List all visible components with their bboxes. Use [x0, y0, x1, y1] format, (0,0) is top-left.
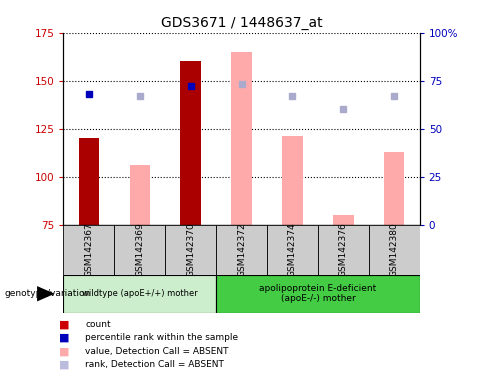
Bar: [130, 165, 150, 225]
Text: GSM142380: GSM142380: [390, 222, 399, 277]
Bar: [216, 275, 420, 313]
Bar: [114, 225, 165, 275]
Text: ■: ■: [59, 333, 69, 343]
Text: apolipoprotein E-deficient
(apoE-/-) mother: apolipoprotein E-deficient (apoE-/-) mot…: [259, 284, 377, 303]
Text: rank, Detection Call = ABSENT: rank, Detection Call = ABSENT: [85, 360, 224, 369]
Bar: [384, 152, 405, 225]
Bar: [63, 275, 216, 313]
Bar: [282, 136, 303, 225]
Text: genotype/variation: genotype/variation: [5, 289, 91, 298]
Text: GSM142372: GSM142372: [237, 222, 246, 277]
Bar: [181, 61, 201, 225]
Text: wildtype (apoE+/+) mother: wildtype (apoE+/+) mother: [82, 289, 198, 298]
Text: GSM142369: GSM142369: [135, 222, 144, 277]
Text: GSM142376: GSM142376: [339, 222, 348, 277]
Text: ■: ■: [59, 319, 69, 329]
Text: GSM142374: GSM142374: [288, 222, 297, 277]
Bar: [369, 225, 420, 275]
Bar: [216, 225, 267, 275]
Bar: [231, 52, 252, 225]
Text: ■: ■: [59, 346, 69, 356]
Bar: [333, 215, 353, 225]
Text: count: count: [85, 320, 111, 329]
Bar: [79, 138, 99, 225]
Title: GDS3671 / 1448637_at: GDS3671 / 1448637_at: [161, 16, 323, 30]
Text: GSM142370: GSM142370: [186, 222, 195, 277]
Bar: [165, 225, 216, 275]
Bar: [63, 225, 114, 275]
Text: percentile rank within the sample: percentile rank within the sample: [85, 333, 239, 343]
Text: GSM142367: GSM142367: [84, 222, 93, 277]
Text: ■: ■: [59, 360, 69, 370]
Bar: [318, 225, 369, 275]
Text: value, Detection Call = ABSENT: value, Detection Call = ABSENT: [85, 347, 229, 356]
Polygon shape: [37, 286, 55, 301]
Bar: [267, 225, 318, 275]
